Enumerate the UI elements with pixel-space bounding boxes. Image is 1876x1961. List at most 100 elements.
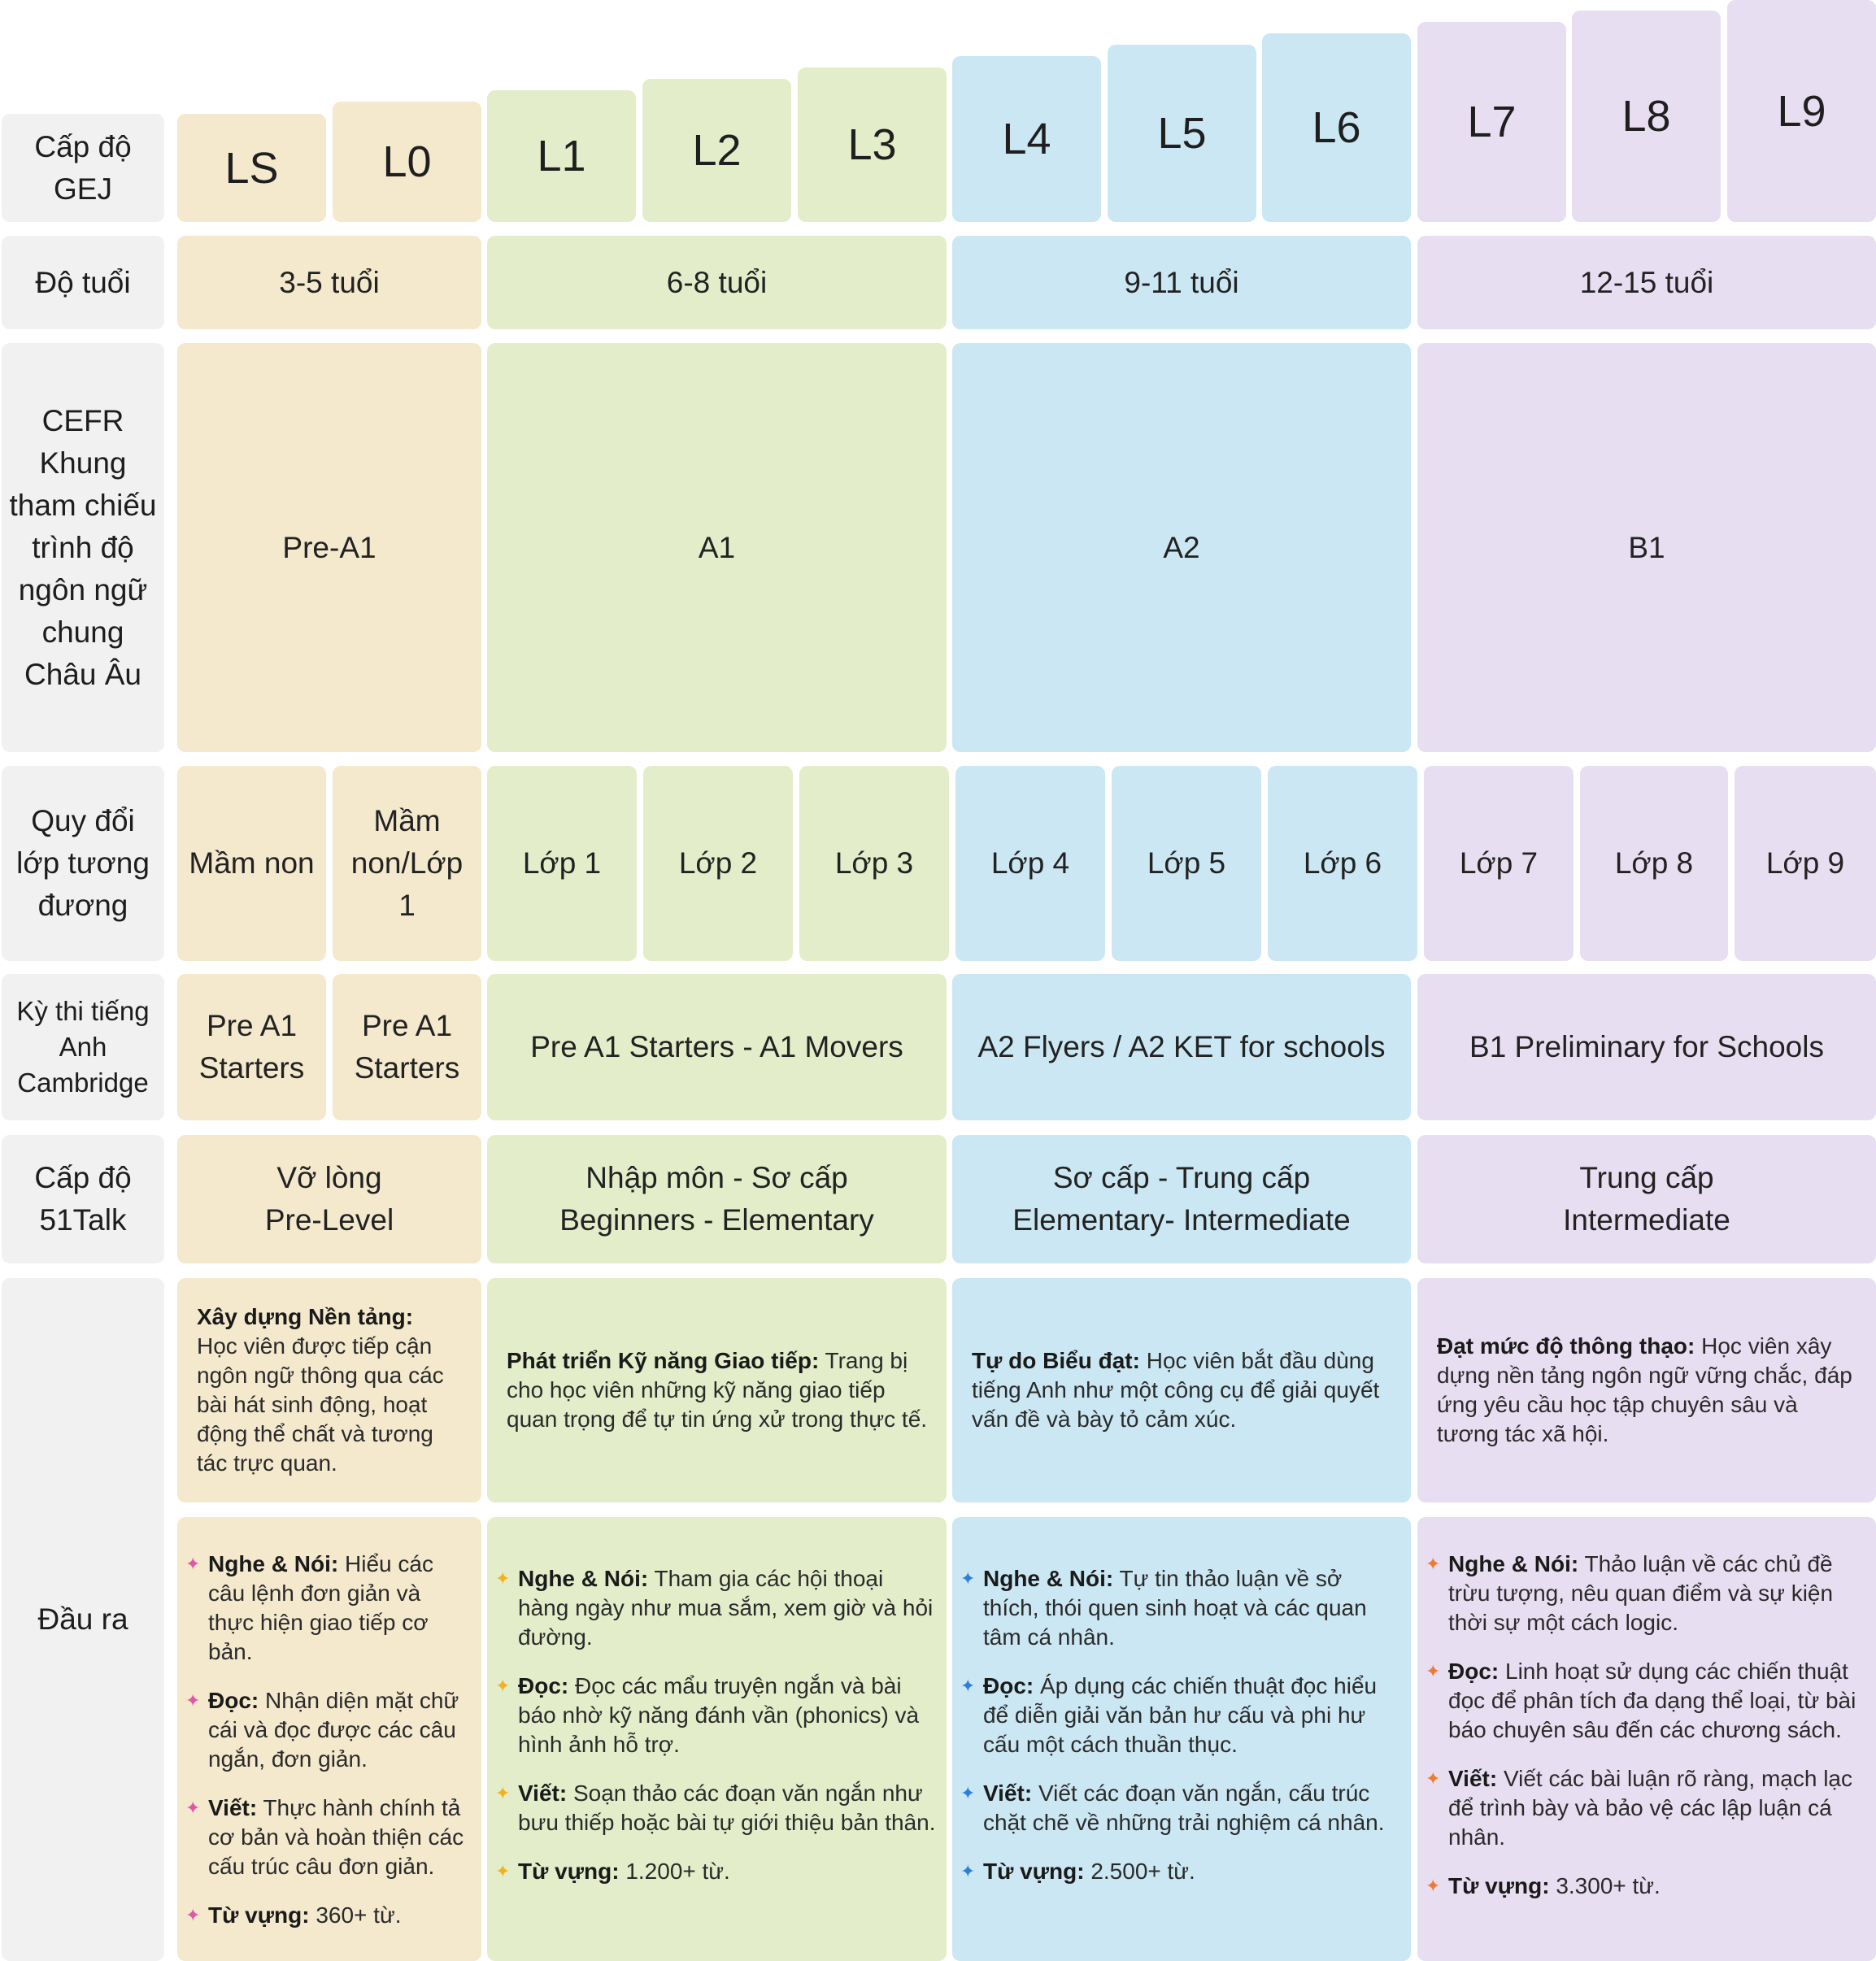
label-gej-level: Cấp độ GEJ: [2, 114, 164, 222]
sparkle-icon: ✦: [495, 1861, 511, 1881]
outcome-item: ✦ Từ vựng: 2.500+ từ.: [960, 1857, 1401, 1886]
talk51-line2: Elementary- Intermediate: [1012, 1203, 1351, 1237]
description-cell: Phát triển Kỹ năng Giao tiếp: Trang bị c…: [487, 1278, 947, 1502]
outcome-cell: ✦ Nghe & Nói: Tham gia các hội thoại hàng…: [487, 1517, 947, 1961]
sparkle-icon: ✦: [960, 1676, 976, 1696]
age-cell: 6-8 tuổi: [487, 236, 947, 329]
outcome-item: ✦ Nghe & Nói: Thảo luận về các chủ đề trừ…: [1425, 1550, 1866, 1637]
cambridge-cell: B1 Preliminary for Schools: [1417, 974, 1876, 1120]
outcome-text: Thảo luận về các chủ đề trừu tượng, nêu …: [1448, 1551, 1834, 1635]
sparkle-icon: ✦: [185, 1798, 201, 1818]
talk51-cell: Vỡ lòng Pre-Level: [177, 1135, 481, 1263]
level-cell: L2: [642, 79, 791, 222]
outcome-text: 2.500+ từ.: [1090, 1859, 1195, 1884]
outcome-text: Viết các đoạn văn ngắn, cấu trúc chặt ch…: [983, 1781, 1385, 1835]
sparkle-icon: ✦: [185, 1905, 201, 1925]
outcome-item: ✦ Từ vựng: 3.300+ từ.: [1425, 1872, 1866, 1901]
outcome-title: Nghe & Nói:: [518, 1566, 649, 1591]
sparkle-icon: ✦: [960, 1568, 976, 1589]
outcome-text: Hiểu các câu lệnh đơn giản và thực hiện …: [208, 1551, 433, 1664]
cefr-cell: A1: [487, 343, 947, 752]
talk51-line1: Trung cấp: [1579, 1161, 1714, 1194]
talk51-line1: Vỡ lòng: [276, 1161, 382, 1194]
grade-cell: Lớp 7: [1424, 766, 1573, 961]
level-cell: L5: [1108, 45, 1256, 222]
outcome-text: Linh hoạt sử dụng các chiến thuật đọc để…: [1448, 1659, 1856, 1742]
grade-cell: Lớp 1: [487, 766, 637, 961]
cambridge-cell: Pre A1 Starters: [177, 974, 326, 1120]
sparkle-icon: ✦: [185, 1554, 201, 1574]
sparkle-icon: ✦: [1425, 1554, 1441, 1574]
talk51-cell: Sơ cấp - Trung cấp Elementary- Intermedi…: [952, 1135, 1411, 1263]
description-text: Học viên được tiếp cận ngôn ngữ thông qu…: [197, 1333, 444, 1476]
cambridge-cell: Pre A1 Starters: [333, 974, 481, 1120]
outcome-title: Viết:: [1448, 1766, 1498, 1791]
outcome-cell: ✦ Nghe & Nói: Hiểu các câu lệnh đơn giản …: [177, 1517, 481, 1961]
outcome-text: Thực hành chính tả cơ bản và hoàn thiện …: [208, 1795, 464, 1879]
sparkle-icon: ✦: [495, 1676, 511, 1696]
sparkle-icon: ✦: [185, 1690, 201, 1711]
outcome-item: ✦ Viết: Thực hành chính tả cơ bản và hoàn…: [185, 1794, 472, 1881]
talk51-line2: Beginners - Elementary: [559, 1203, 874, 1237]
sparkle-icon: ✦: [495, 1783, 511, 1803]
level-cell: L6: [1262, 33, 1411, 222]
outcome-item: ✦ Nghe & Nói: Tự tin thảo luận về sở thíc…: [960, 1564, 1401, 1652]
outcome-item: ✦ Viết: Viết các đoạn văn ngắn, cấu trúc …: [960, 1779, 1401, 1837]
sparkle-icon: ✦: [1425, 1768, 1441, 1789]
outcome-text: Soạn thảo các đoạn văn ngắn như bưu thiế…: [518, 1781, 936, 1835]
outcome-item: ✦ Viết: Viết các bài luận rõ ràng, mạch l…: [1425, 1764, 1866, 1852]
outcome-title: Viết:: [983, 1781, 1033, 1806]
sparkle-icon: ✦: [960, 1783, 976, 1803]
description-cell: Xây dựng Nền tảng: Học viên được tiếp cận…: [177, 1278, 481, 1502]
outcome-title: Từ vựng:: [208, 1902, 310, 1928]
grade-cell: Lớp 3: [799, 766, 949, 961]
outcome-title: Nghe & Nói:: [208, 1551, 339, 1576]
label-output: Đầu ra: [2, 1278, 164, 1961]
outcome-title: Đọc:: [983, 1673, 1034, 1698]
outcome-text: 360+ từ.: [316, 1902, 402, 1928]
cefr-cell: B1: [1417, 343, 1876, 752]
talk51-line2: Pre-Level: [264, 1203, 394, 1237]
cefr-cell: Pre-A1: [177, 343, 481, 752]
grade-cell: Lớp 9: [1735, 766, 1876, 961]
outcome-title: Đọc:: [518, 1673, 569, 1698]
grade-cell: Mầm non/Lớp 1: [333, 766, 481, 961]
sparkle-icon: ✦: [495, 1568, 511, 1589]
talk51-cell: Trung cấp Intermediate: [1417, 1135, 1876, 1263]
outcome-text: Nhận diện mặt chữ cái và đọc được các câ…: [208, 1688, 459, 1772]
outcome-title: Nghe & Nói:: [983, 1566, 1114, 1591]
description-cell: Tự do Biểu đạt: Học viên bắt đầu dùng ti…: [952, 1278, 1411, 1502]
outcome-text: Đọc các mẩu truyện ngắn và bài báo nhờ k…: [518, 1673, 920, 1757]
outcome-item: ✦ Đọc: Nhận diện mặt chữ cái và đọc được …: [185, 1686, 472, 1774]
level-cell: L3: [798, 67, 947, 222]
description-text: Học viên bắt đầu dùng tiếng Anh như một …: [972, 1348, 1380, 1432]
outcome-item: ✦ Đọc: Linh hoạt sử dụng các chiến thuật …: [1425, 1657, 1866, 1745]
cambridge-cell: Pre A1 Starters - A1 Movers: [487, 974, 947, 1120]
label-51talk: Cấp độ 51Talk: [2, 1135, 164, 1263]
outcome-cell: ✦ Nghe & Nói: Tự tin thảo luận về sở thíc…: [952, 1517, 1411, 1961]
description-title: Đạt mức độ thông thạo:: [1437, 1333, 1695, 1359]
outcome-title: Từ vựng:: [1448, 1873, 1550, 1898]
talk51-line2: Intermediate: [1563, 1203, 1730, 1237]
outcome-text: 1.200+ từ.: [625, 1859, 730, 1884]
label-age: Độ tuổi: [2, 236, 164, 329]
outcome-title: Từ vựng:: [983, 1859, 1085, 1884]
sparkle-icon: ✦: [960, 1861, 976, 1881]
outcome-title: Từ vựng:: [518, 1859, 620, 1884]
outcome-title: Đọc:: [1448, 1659, 1499, 1684]
age-cell: 12-15 tuổi: [1417, 236, 1876, 329]
grade-cell: Lớp 2: [643, 766, 793, 961]
grade-cell: Lớp 6: [1268, 766, 1417, 961]
outcome-title: Đọc:: [208, 1688, 259, 1713]
level-cell: L9: [1727, 0, 1876, 222]
level-cell: L4: [952, 56, 1101, 222]
level-cell: L8: [1572, 11, 1721, 222]
outcome-text: Áp dụng các chiến thuật đọc hiểu để diễn…: [983, 1673, 1378, 1757]
grade-cell: Lớp 4: [955, 766, 1105, 961]
cefr-cell: A2: [952, 343, 1411, 752]
outcome-item: ✦ Nghe & Nói: Hiểu các câu lệnh đơn giản …: [185, 1550, 472, 1667]
age-cell: 9-11 tuổi: [952, 236, 1411, 329]
outcome-title: Viết:: [518, 1781, 568, 1806]
outcome-item: ✦ Viết: Soạn thảo các đoạn văn ngắn như b…: [495, 1779, 937, 1837]
outcome-cell: ✦ Nghe & Nói: Thảo luận về các chủ đề trừ…: [1417, 1517, 1876, 1961]
